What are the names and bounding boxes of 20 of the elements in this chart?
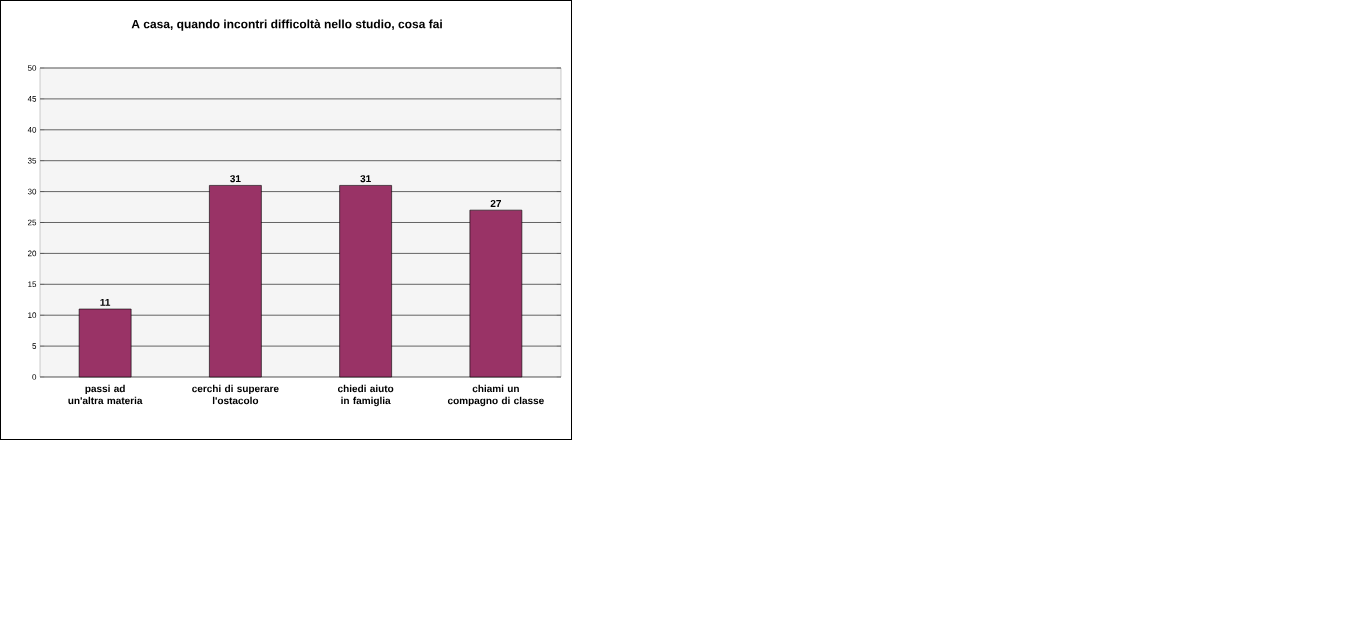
- x-tick-label: chiami un compagno di classe: [447, 384, 544, 407]
- y-tick-label: 30: [27, 188, 37, 195]
- y-tick-label: 15: [28, 281, 37, 288]
- x-tick-label: chiedi aiuto in famiglia: [337, 384, 394, 407]
- y-tick-label: 25: [27, 219, 37, 226]
- y-tick-label: 20: [27, 250, 37, 257]
- x-tick-label: passi ad un'altra materia: [68, 384, 143, 405]
- y-tick-label: 45: [27, 96, 37, 102]
- chart-title: A casa, quando incontri difficoltà nello studio, cosa fai: [131, 19, 442, 31]
- data-label: 31: [360, 175, 371, 183]
- x-tick-label: cerchi di superare l'ostacolo: [192, 384, 279, 405]
- y-tick-label: 10: [28, 312, 37, 319]
- y-tick-label: 50: [27, 65, 37, 71]
- data-label: 31: [230, 175, 241, 183]
- data-label: 27: [490, 199, 502, 207]
- y-tick-label: 40: [27, 126, 37, 133]
- data-label: 11: [100, 298, 111, 306]
- y-tick-label: 0: [32, 374, 37, 380]
- y-tick-label: 5: [32, 343, 37, 349]
- y-tick-label: 35: [27, 157, 37, 164]
